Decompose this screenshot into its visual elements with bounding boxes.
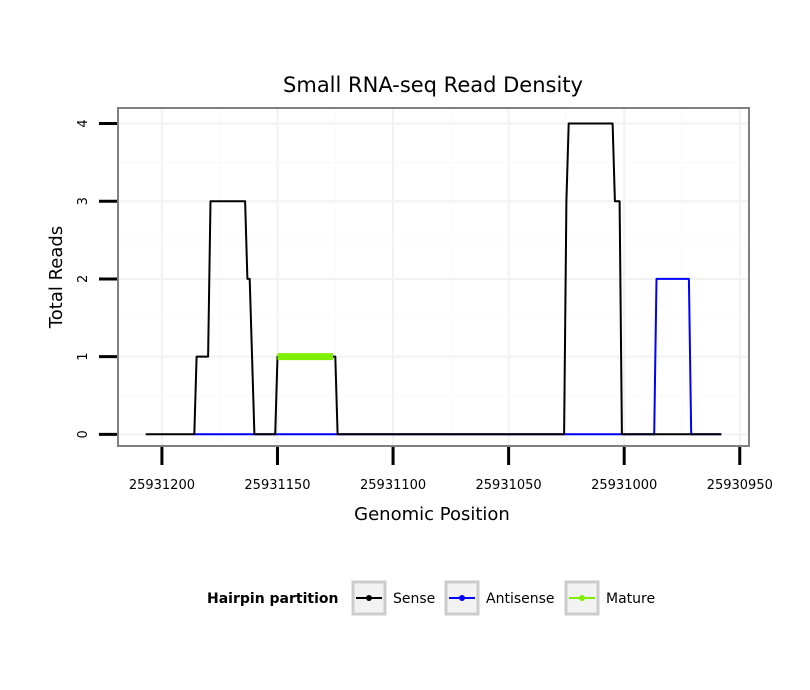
- x-tick-label: 25930950: [707, 478, 773, 493]
- y-tick-label: 1: [76, 352, 91, 360]
- plot-border: [117, 107, 750, 447]
- legend-label-antisense: Antisense: [486, 591, 555, 607]
- legend-dot-mature: [579, 595, 585, 601]
- x-tick-label: 25931150: [244, 478, 310, 493]
- x-tick-label: 25931200: [129, 478, 195, 493]
- legend-label-sense: Sense: [393, 591, 435, 607]
- plot-background: [118, 108, 749, 446]
- x-tick-label: 25931050: [476, 478, 542, 493]
- legend-dot-antisense: [459, 595, 465, 601]
- legend-label-mature: Mature: [606, 591, 655, 607]
- chart-title: Small RNA-seq Read Density: [283, 73, 583, 97]
- y-tick-label: 4: [76, 119, 91, 127]
- y-tick-label: 0: [76, 430, 91, 438]
- y-axis: 0 1 2 3 4: [76, 119, 117, 438]
- y-axis-title: Total Reads: [46, 226, 67, 329]
- grid-lines: [118, 108, 749, 446]
- legend-title: Hairpin partition: [207, 591, 338, 607]
- x-tick-label: 25931000: [591, 478, 657, 493]
- x-tick-label: 25931100: [360, 478, 426, 493]
- series-lines: [145, 122, 722, 436]
- y-tick-label: 2: [76, 275, 91, 283]
- x-axis-title: Genomic Position: [354, 504, 510, 525]
- legend: Hairpin partition Sense Antisense Mature: [207, 580, 655, 616]
- x-axis: 25931200 25931150 25931100 25931050 25931000…: [129, 447, 773, 493]
- y-tick-label: 3: [76, 197, 91, 205]
- legend-dot-sense: [366, 595, 372, 601]
